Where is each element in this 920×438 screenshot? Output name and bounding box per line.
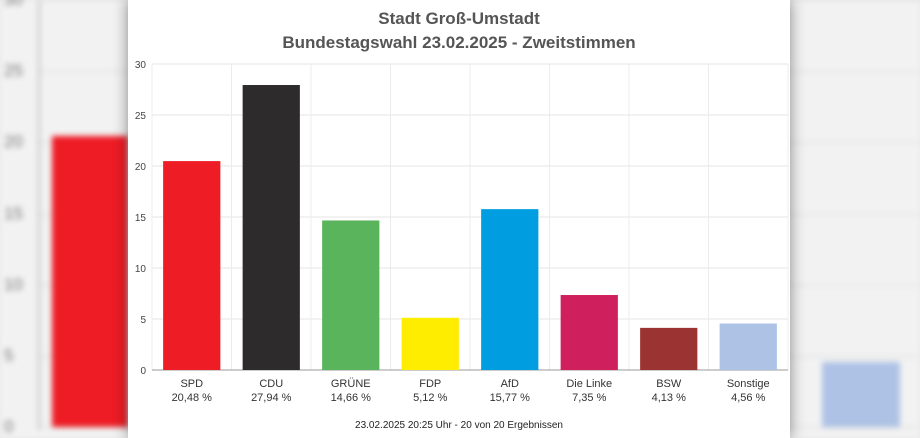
background-y-tick-label: 5 — [4, 345, 14, 365]
background-bar — [52, 135, 128, 427]
background-y-tick-label: 20 — [4, 132, 23, 152]
bar-bsw — [640, 327, 698, 370]
value-label: 15,77 % — [490, 392, 531, 404]
background-y-tick-label: 30 — [4, 0, 34, 10]
bar-cdu — [242, 85, 300, 371]
chart-title: Stadt Groß-Umstadt — [378, 9, 540, 28]
y-tick-label: 25 — [135, 111, 147, 122]
y-tick-label: 0 — [140, 366, 146, 377]
results-footer: 23.02.2025 20:25 Uhr - 20 von 20 Ergebni… — [355, 420, 563, 431]
y-tick-label: 30 — [135, 60, 147, 71]
background-bar — [822, 362, 900, 427]
y-tick-label: 15 — [135, 213, 147, 224]
background-y-tick-label: 0 — [4, 417, 14, 436]
bar-fdp — [401, 317, 459, 370]
category-label: AfD — [501, 378, 519, 390]
category-label: Sonstige — [727, 378, 770, 390]
chart-subtitle: Bundestagswahl 23.02.2025 - Zweitstimmen — [282, 33, 636, 52]
chart-popup: Stadt Groß-Umstadt Bundestagswahl 23.02.… — [128, 0, 790, 438]
y-tick-label: 20 — [135, 162, 147, 173]
value-label: 27,94 % — [251, 392, 292, 404]
value-label: 14,66 % — [331, 392, 372, 404]
category-label: GRÜNE — [331, 378, 371, 390]
bar-chart: 0 5 10 15 20 25 30 SPD 20,48 % CDU 27,94 % GRÜNE 14,… — [135, 60, 789, 404]
value-label: 4,56 % — [731, 392, 765, 404]
category-label: Die Linke — [566, 378, 612, 390]
category-label: FDP — [419, 378, 441, 390]
value-label: 4,13 % — [652, 392, 686, 404]
bar-afd — [481, 209, 539, 370]
background-y-tick-label: 25 — [4, 61, 23, 81]
y-tick-label: 5 — [140, 315, 146, 326]
bar-sonstige — [719, 323, 777, 370]
category-label: BSW — [656, 378, 682, 390]
value-label: 7,35 % — [572, 392, 606, 404]
value-label: 5,12 % — [413, 392, 447, 404]
bar-die-linke — [560, 295, 618, 370]
bar-grüne — [322, 220, 380, 370]
category-label: SPD — [180, 378, 203, 390]
background-y-tick-label: 15 — [4, 203, 23, 223]
value-label: 20,48 % — [172, 392, 213, 404]
y-tick-label: 10 — [135, 264, 147, 275]
category-label: CDU — [259, 378, 283, 390]
bar-spd — [163, 161, 221, 370]
background-y-axis — [38, 0, 40, 430]
background-y-tick-label: 10 — [4, 274, 23, 294]
